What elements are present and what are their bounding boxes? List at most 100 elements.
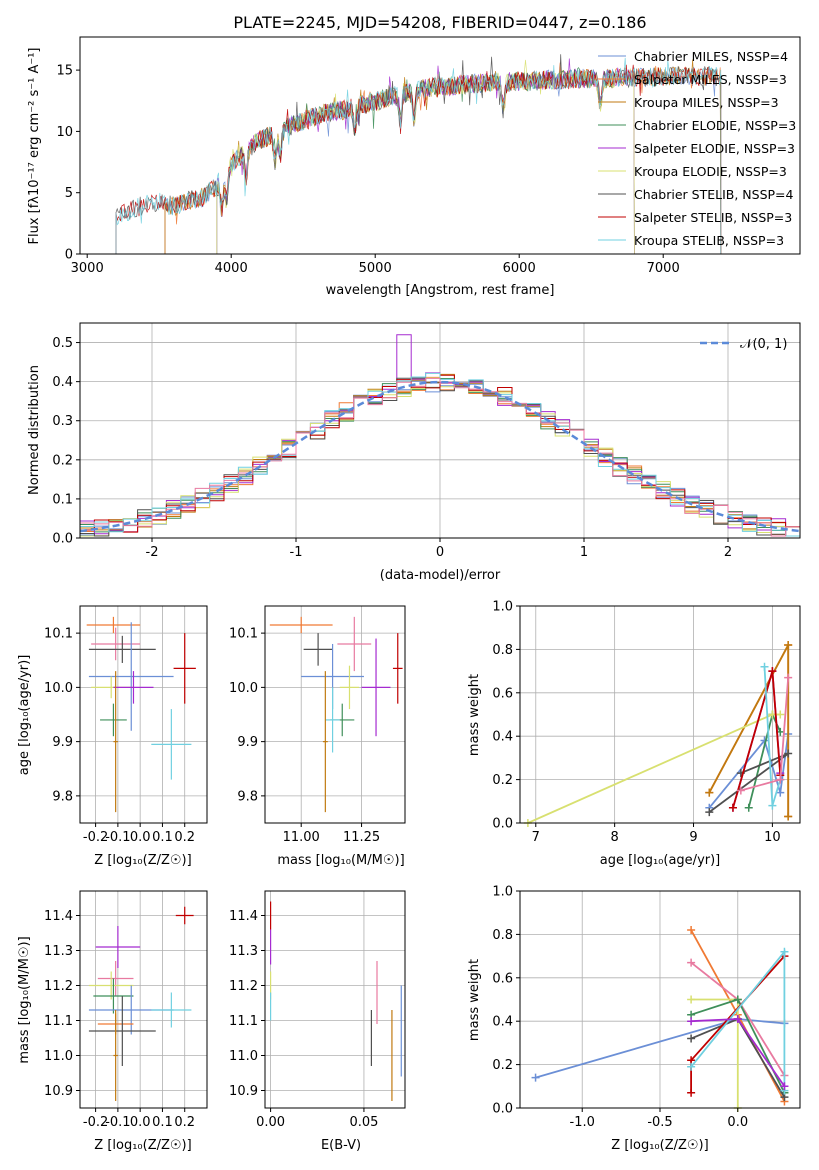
y-tick-label: 0.4 (492, 730, 513, 745)
y-tick-label: 11.4 (229, 909, 258, 924)
errorbar-point (151, 992, 192, 1028)
errorbar-point (339, 665, 360, 710)
x-tick-label: -0.5 (647, 1115, 672, 1130)
x-tick-label: -0.2 (83, 830, 108, 845)
age-vs-Z-axes: -0.2-0.1 0.0 0.1 0.2 9.8 9.9 10.0 10.1 (44, 605, 208, 845)
weight-vs-Z-panel: -1.0 -0.5 0.0 0.0 0.2 0.4 0.6 0.8 1.0 Z [log₁₀(Z… (467, 885, 801, 1153)
y-tick-label: 15 (56, 64, 73, 79)
residuals-xlabel: (data-model)/error (380, 568, 501, 583)
weight-marker (687, 1088, 696, 1097)
figure-title: PLATE=2245, MJD=54208, FIBERID=0447, z=0… (233, 13, 646, 32)
weight-series (736, 673, 793, 795)
y-tick-label: 0.5 (52, 336, 73, 351)
y-tick-label: 11.2 (229, 979, 258, 994)
weight-marker (687, 958, 696, 967)
gaussian-legend-label: 𝒩(0, 1) (740, 337, 787, 352)
weight-marker (780, 947, 789, 956)
x-tick-label: 0.1 (152, 830, 173, 845)
mass-vs-Z-errorbars (88, 906, 194, 1101)
weight-marker (784, 673, 793, 682)
y-tick-label: 5 (65, 186, 73, 201)
y-tick-label: 1.0 (492, 600, 513, 615)
errorbar-point (88, 996, 156, 1066)
gaussian-curve (80, 380, 800, 533)
errorbar-point (88, 971, 134, 1000)
errorbar-point (100, 703, 127, 737)
y-tick-label: 11.3 (229, 944, 258, 959)
errorbar-point (88, 635, 156, 663)
weight-marker (776, 775, 785, 784)
errorbar-point (91, 627, 141, 661)
errorbar-point (113, 1010, 118, 1101)
age-vs-Z-errorbars (86, 616, 196, 813)
legend-label: Salpeter ELODIE, NSSP=3 (634, 141, 795, 156)
x-tick-label: 0.2 (174, 1115, 195, 1130)
weight-marker (768, 801, 777, 810)
x-tick-label: 0.1 (152, 1115, 173, 1130)
weight-marker (776, 710, 785, 719)
y-tick-label: 0.6 (492, 971, 513, 986)
y-tick-label: 0.0 (492, 1102, 513, 1117)
mass-vs-ebv-panel: 0.00 0.05 10.9 11.0 11.1 11.2 11.3 11.4 E(B-V) (229, 890, 406, 1153)
legend-label: Chabrier ELODIE, NSSP=3 (634, 118, 796, 133)
spectrum-xlabel: wavelength [Angstrom, rest frame] (326, 283, 555, 298)
y-tick-label: 0.0 (492, 817, 513, 832)
errorbar-point (337, 616, 372, 672)
errorbar-point (113, 671, 154, 704)
x-tick-label: -0.1 (105, 1115, 130, 1130)
weight-series (705, 749, 793, 817)
x-tick-label: 9 (689, 830, 697, 845)
legend-label: Kroupa STELIB, NSSP=3 (634, 233, 784, 248)
x-tick-label: 0.0 (130, 1115, 151, 1130)
y-tick-label: 9.8 (52, 789, 73, 804)
weight-marker (705, 788, 714, 797)
legend-label: Salpeter STELIB, NSSP=3 (634, 210, 792, 225)
weight-series (687, 1015, 789, 1091)
errorbar-point (173, 633, 196, 704)
errorbar-point (95, 926, 141, 968)
spectrum-panel: Chabrier MILES, NSSP=4 Salpeter MILES, NS… (27, 36, 801, 298)
histogram-steps (80, 377, 800, 537)
errorbar-point (175, 906, 194, 925)
weight-line (708, 733, 790, 809)
errorbar-point (392, 633, 403, 704)
x-tick-label: 0.00 (256, 1115, 285, 1130)
x-tick-label: 4000 (215, 261, 248, 276)
residuals-ylabel: Normed distribution (27, 365, 42, 495)
y-tick-label: 0 (65, 248, 73, 263)
weight-vs-Z-xlabel: Z [log₁₀(Z/Z☉)] (611, 1138, 708, 1153)
x-tick-label: 1 (580, 545, 588, 560)
histogram-group (80, 334, 800, 537)
y-tick-label: 10.9 (44, 1084, 73, 1099)
y-tick-label: 11.0 (44, 1049, 73, 1064)
y-tick-label: 10 (56, 125, 73, 140)
weight-marker (687, 1062, 696, 1071)
weight-marker (784, 641, 793, 650)
mass-vs-ebv-xlabel: E(B-V) (321, 1138, 361, 1153)
weight-vs-Z-axes: -1.0 -0.5 0.0 0.0 0.2 0.4 0.6 0.8 1.0 (492, 885, 801, 1130)
y-tick-label: 0.4 (52, 375, 73, 390)
errorbar-point (269, 616, 333, 634)
mass-vs-Z-ylabel: mass [log₁₀(M/M☉)] (17, 936, 32, 1063)
legend-label: Kroupa ELODIE, NSSP=3 (634, 164, 787, 179)
axes-frame (79, 605, 208, 824)
y-tick-label: 10.0 (229, 681, 258, 696)
weight-series (687, 947, 789, 1095)
weight-vs-age-axes: 7 8 9 10 0.0 0.2 0.4 0.6 0.8 1.0 (492, 600, 801, 845)
legend-label: Salpeter MILES, NSSP=3 (634, 72, 787, 87)
spectrum-axes: 3000 4000 5000 6000 7000 0 5 10 15 (56, 36, 801, 276)
residuals-histograms (80, 334, 800, 537)
x-tick-label: 11.25 (343, 830, 380, 845)
errorbar-point (88, 622, 174, 731)
x-tick-label: -1.0 (570, 1115, 595, 1130)
age-vs-mass-axes: 11.00 11.25 9.8 9.9 10.0 10.1 (229, 605, 406, 845)
axes-frame (519, 605, 801, 824)
weight-vs-Z-ylabel: mass weight (467, 959, 482, 1041)
mass-vs-Z-panel: -0.2-0.1 0.0 0.1 0.2 10.9 11.0 11.1 11.2 11.3 11.… (17, 890, 208, 1153)
errorbar-point (325, 687, 340, 753)
mass-vs-ebv-errorbars (270, 901, 402, 1101)
x-tick-label: 0.0 (130, 830, 151, 845)
age-vs-mass-errorbars (269, 616, 403, 813)
x-tick-label: 0.2 (174, 830, 195, 845)
